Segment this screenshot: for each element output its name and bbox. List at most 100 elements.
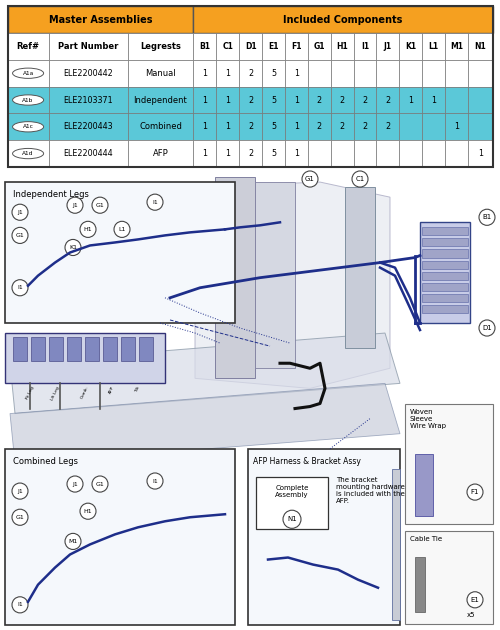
Bar	[262, 33, 285, 60]
Bar	[330, 60, 353, 86]
Text: 1: 1	[294, 96, 299, 105]
Bar	[330, 140, 353, 167]
Bar	[415, 454, 433, 516]
Text: ELE2200443: ELE2200443	[64, 122, 113, 131]
Bar	[376, 33, 400, 60]
Circle shape	[479, 320, 495, 336]
Text: 1: 1	[202, 122, 207, 131]
Bar	[216, 86, 239, 113]
Circle shape	[12, 204, 28, 220]
Text: AFP: AFP	[152, 149, 168, 158]
Text: 1: 1	[408, 96, 413, 105]
Circle shape	[302, 171, 318, 187]
Bar	[239, 140, 262, 167]
Text: 1: 1	[431, 96, 436, 105]
Text: 2: 2	[316, 96, 322, 105]
Bar	[422, 60, 445, 86]
Bar	[194, 33, 216, 60]
Text: C1: C1	[222, 42, 233, 51]
Text: 2: 2	[362, 122, 368, 131]
Text: ELE2103371: ELE2103371	[64, 96, 113, 105]
Bar	[415, 556, 425, 612]
Bar	[285, 60, 308, 86]
Text: Ref#: Ref#	[16, 42, 40, 51]
Bar	[5, 333, 165, 384]
Text: 2: 2	[386, 122, 390, 131]
Text: J1: J1	[72, 203, 78, 208]
Circle shape	[12, 483, 28, 499]
Bar	[420, 222, 470, 323]
Circle shape	[467, 484, 483, 500]
Text: 2: 2	[362, 96, 368, 105]
Text: 1: 1	[225, 69, 230, 77]
Bar	[13, 337, 27, 361]
Circle shape	[12, 227, 28, 243]
Bar	[422, 140, 445, 167]
Bar	[194, 60, 216, 86]
Text: 2: 2	[248, 96, 253, 105]
Bar	[422, 113, 445, 140]
Bar	[330, 33, 353, 60]
Text: 5: 5	[271, 96, 276, 105]
Bar	[405, 531, 493, 624]
Circle shape	[65, 239, 81, 256]
Text: 2: 2	[340, 122, 344, 131]
Text: G1: G1	[16, 233, 24, 238]
Bar	[422, 305, 468, 313]
Text: H1: H1	[336, 42, 348, 51]
Text: J1: J1	[17, 210, 23, 215]
Bar	[8, 140, 48, 167]
Text: Legrests: Legrests	[140, 42, 181, 51]
Text: Lft Leg: Lft Leg	[50, 386, 60, 401]
Bar	[262, 140, 285, 167]
Bar	[128, 140, 194, 167]
Text: Manual: Manual	[145, 69, 176, 77]
Bar	[308, 33, 330, 60]
Text: 1: 1	[225, 149, 230, 158]
Text: A1b: A1b	[22, 98, 34, 103]
Text: G1: G1	[16, 515, 24, 520]
Bar	[392, 469, 400, 620]
Bar	[376, 60, 400, 86]
Bar	[308, 140, 330, 167]
Bar	[215, 177, 255, 379]
Text: J1: J1	[72, 481, 78, 486]
Circle shape	[352, 171, 368, 187]
Bar	[468, 33, 492, 60]
Text: 1: 1	[294, 69, 299, 77]
Bar	[85, 337, 99, 361]
Text: B1: B1	[200, 42, 210, 51]
Bar	[48, 140, 128, 167]
Bar	[422, 227, 468, 236]
Bar	[376, 113, 400, 140]
Text: 1: 1	[225, 122, 230, 131]
Bar	[49, 337, 63, 361]
Text: 2: 2	[248, 122, 253, 131]
Text: 2: 2	[316, 122, 322, 131]
Bar	[376, 86, 400, 113]
Bar	[400, 33, 422, 60]
Bar	[422, 33, 445, 60]
Bar	[8, 6, 194, 33]
Text: 5: 5	[271, 149, 276, 158]
Circle shape	[12, 149, 44, 159]
Bar	[285, 113, 308, 140]
Bar	[285, 140, 308, 167]
Bar	[48, 60, 128, 86]
Bar	[239, 113, 262, 140]
Text: C1: C1	[356, 176, 364, 182]
Text: I1: I1	[152, 479, 158, 483]
Bar	[48, 86, 128, 113]
Bar	[345, 187, 375, 348]
Text: Comb.: Comb.	[80, 386, 90, 399]
Bar	[308, 113, 330, 140]
Bar	[5, 449, 235, 625]
Circle shape	[12, 68, 44, 78]
Text: K1: K1	[69, 245, 77, 250]
Text: N1: N1	[287, 516, 297, 522]
Bar	[121, 337, 135, 361]
Bar	[354, 60, 376, 86]
Text: 1: 1	[202, 149, 207, 158]
Text: K1: K1	[405, 42, 416, 51]
Circle shape	[467, 592, 483, 608]
